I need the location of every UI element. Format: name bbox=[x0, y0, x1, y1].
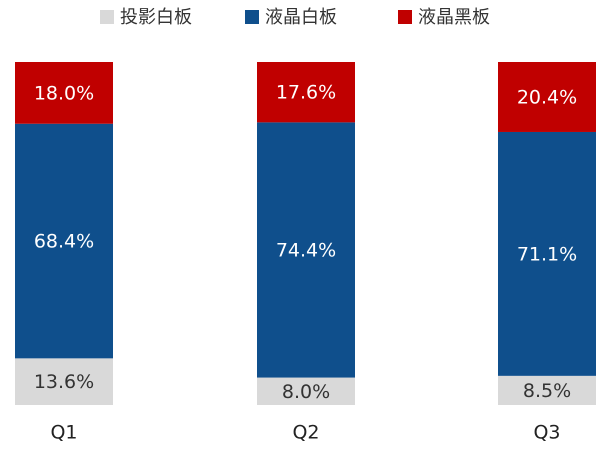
legend-label: 投影白板 bbox=[120, 7, 192, 28]
legend-swatch bbox=[398, 10, 412, 24]
data-label: 17.6% bbox=[276, 82, 336, 104]
data-label: 18.0% bbox=[34, 82, 94, 104]
data-label: 8.0% bbox=[282, 381, 330, 403]
bar-segment bbox=[498, 131, 596, 376]
x-tick-label: Q1 bbox=[50, 422, 77, 444]
bar-segment bbox=[15, 62, 113, 124]
bar-segment bbox=[257, 122, 355, 378]
bar-segment bbox=[257, 377, 355, 405]
x-tick-label: Q2 bbox=[292, 422, 319, 444]
data-label: 71.1% bbox=[517, 243, 577, 265]
bar-segment bbox=[15, 358, 113, 405]
x-tick-label: Q3 bbox=[533, 422, 560, 444]
data-label: 68.4% bbox=[34, 231, 94, 253]
data-label: 20.4% bbox=[517, 86, 577, 108]
legend-swatch bbox=[245, 10, 259, 24]
bar-segment bbox=[15, 123, 113, 359]
data-label: 74.4% bbox=[276, 239, 336, 261]
legend-label: 液晶白板 bbox=[265, 7, 337, 28]
data-label: 8.5% bbox=[523, 380, 571, 402]
legend-label: 液晶黑板 bbox=[418, 7, 490, 28]
data-label: 13.6% bbox=[34, 371, 94, 393]
bar-segment bbox=[257, 62, 355, 123]
legend-swatch bbox=[100, 10, 114, 24]
bar-segment bbox=[498, 375, 596, 405]
bar-segment bbox=[498, 62, 596, 132]
